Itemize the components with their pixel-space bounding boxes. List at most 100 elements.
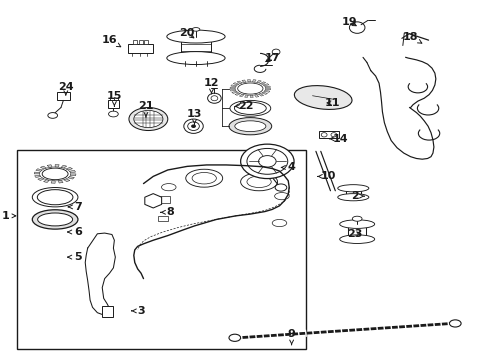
Ellipse shape	[48, 113, 58, 118]
Ellipse shape	[337, 185, 368, 192]
Polygon shape	[239, 94, 244, 97]
Text: 13: 13	[186, 109, 202, 124]
Ellipse shape	[207, 93, 221, 103]
Polygon shape	[41, 166, 46, 169]
Ellipse shape	[352, 216, 361, 221]
Bar	[348, 224, 365, 239]
Text: 1: 1	[1, 211, 16, 221]
Bar	[128, 44, 153, 53]
Polygon shape	[55, 165, 59, 167]
Ellipse shape	[237, 83, 263, 94]
Text: 11: 11	[325, 98, 340, 108]
Ellipse shape	[161, 184, 176, 191]
Text: 19: 19	[342, 17, 357, 27]
Bar	[144, 40, 148, 44]
Polygon shape	[70, 174, 76, 176]
Bar	[181, 37, 210, 58]
Ellipse shape	[330, 133, 336, 137]
Polygon shape	[256, 80, 261, 83]
Polygon shape	[144, 194, 162, 208]
Ellipse shape	[32, 188, 78, 207]
Ellipse shape	[183, 119, 203, 134]
Bar	[107, 100, 119, 108]
Polygon shape	[38, 178, 44, 180]
Bar	[139, 40, 142, 44]
Text: 7: 7	[68, 202, 81, 212]
Text: 18: 18	[402, 32, 421, 43]
Bar	[57, 93, 70, 100]
Polygon shape	[58, 180, 63, 183]
Ellipse shape	[246, 148, 287, 174]
Ellipse shape	[32, 210, 78, 229]
Ellipse shape	[272, 49, 280, 55]
Polygon shape	[234, 93, 240, 95]
Ellipse shape	[134, 111, 163, 128]
Ellipse shape	[187, 122, 199, 131]
Polygon shape	[34, 172, 40, 174]
Text: 21: 21	[138, 102, 153, 117]
Ellipse shape	[192, 28, 200, 31]
Text: 20: 20	[179, 28, 195, 38]
Text: 3: 3	[131, 306, 144, 316]
Polygon shape	[66, 167, 72, 170]
Ellipse shape	[185, 169, 222, 187]
Ellipse shape	[191, 125, 196, 128]
Ellipse shape	[234, 121, 265, 132]
Polygon shape	[230, 85, 236, 87]
Polygon shape	[237, 81, 242, 84]
Polygon shape	[231, 91, 237, 93]
Polygon shape	[47, 165, 52, 167]
Ellipse shape	[129, 108, 167, 131]
Polygon shape	[254, 95, 258, 97]
Bar	[17, 149, 305, 348]
Ellipse shape	[448, 320, 460, 327]
Ellipse shape	[337, 194, 368, 201]
Ellipse shape	[234, 102, 265, 114]
Text: 14: 14	[329, 134, 347, 144]
Bar	[133, 40, 137, 44]
Ellipse shape	[228, 118, 271, 135]
Text: 9: 9	[287, 329, 295, 345]
Polygon shape	[69, 170, 76, 172]
Polygon shape	[250, 95, 253, 98]
Bar	[319, 131, 338, 138]
Ellipse shape	[294, 86, 351, 109]
Polygon shape	[233, 83, 238, 85]
Polygon shape	[43, 180, 49, 183]
Polygon shape	[242, 80, 245, 82]
Ellipse shape	[229, 100, 270, 116]
Bar	[345, 188, 360, 197]
Ellipse shape	[37, 190, 73, 205]
Polygon shape	[265, 89, 270, 90]
Ellipse shape	[228, 334, 240, 341]
Polygon shape	[263, 84, 268, 86]
Text: 24: 24	[58, 82, 74, 95]
Text: 23: 23	[346, 229, 362, 239]
Text: 2: 2	[350, 191, 364, 201]
Ellipse shape	[272, 220, 286, 226]
Text: 8: 8	[161, 207, 174, 217]
Polygon shape	[229, 87, 235, 89]
Polygon shape	[35, 175, 41, 177]
Bar	[158, 216, 167, 221]
Ellipse shape	[240, 144, 293, 179]
Ellipse shape	[321, 133, 326, 137]
Ellipse shape	[349, 22, 364, 33]
Polygon shape	[230, 90, 235, 91]
Polygon shape	[51, 181, 55, 183]
Ellipse shape	[42, 168, 68, 180]
Ellipse shape	[108, 111, 118, 117]
Ellipse shape	[211, 96, 217, 101]
Ellipse shape	[258, 156, 276, 167]
Text: 16: 16	[102, 35, 121, 47]
Polygon shape	[260, 82, 265, 84]
Ellipse shape	[246, 176, 271, 188]
Ellipse shape	[275, 184, 286, 191]
Text: 6: 6	[68, 227, 81, 237]
Polygon shape	[247, 80, 250, 82]
Ellipse shape	[166, 30, 224, 43]
Text: 17: 17	[264, 53, 279, 63]
Text: 15: 15	[106, 91, 122, 106]
Ellipse shape	[274, 193, 288, 200]
Bar	[102, 306, 113, 317]
